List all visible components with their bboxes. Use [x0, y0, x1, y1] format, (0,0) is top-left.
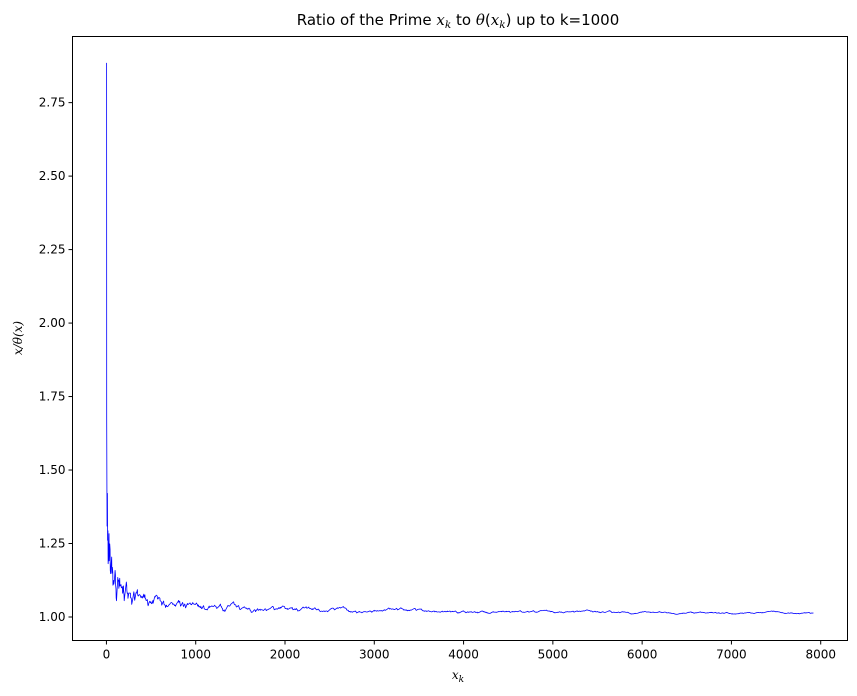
series-line [106, 62, 814, 615]
y-tick-label: 1.75 [39, 390, 66, 404]
x-axis-label: xk [452, 668, 464, 685]
x-tick-label: 5000 [538, 648, 569, 662]
x-tick-label: 8000 [805, 648, 836, 662]
y-tick-label: 2.00 [39, 316, 66, 330]
y-tick-label: 1.50 [39, 463, 66, 477]
y-tick-label: 2.25 [39, 243, 66, 257]
x-tick-label: 6000 [627, 648, 658, 662]
y-tick-label: 2.75 [39, 96, 66, 110]
x-tick-label: 0 [103, 648, 111, 662]
x-tick-label: 4000 [448, 648, 479, 662]
y-tick-label: 2.50 [39, 169, 66, 183]
x-tick-label: 1000 [180, 648, 211, 662]
plot-area [72, 36, 848, 641]
y-axis: 1.00 1.25 1.50 1.75 2.00 2.25 2.50 2.75 [39, 96, 73, 624]
chart-title: Ratio of the Prime xk to θ(xk) up to k=1… [297, 11, 620, 31]
y-axis-label: x/θ(x) [11, 321, 25, 355]
x-tick-label: 7000 [716, 648, 747, 662]
x-tick-label: 2000 [270, 648, 301, 662]
y-tick-label: 1.25 [39, 537, 66, 551]
x-tick-label: 3000 [359, 648, 390, 662]
series-layer [106, 62, 814, 615]
x-axis: 0 1000 2000 3000 4000 5000 6000 7000 8000 [103, 640, 836, 662]
y-tick-label: 1.00 [39, 610, 66, 624]
